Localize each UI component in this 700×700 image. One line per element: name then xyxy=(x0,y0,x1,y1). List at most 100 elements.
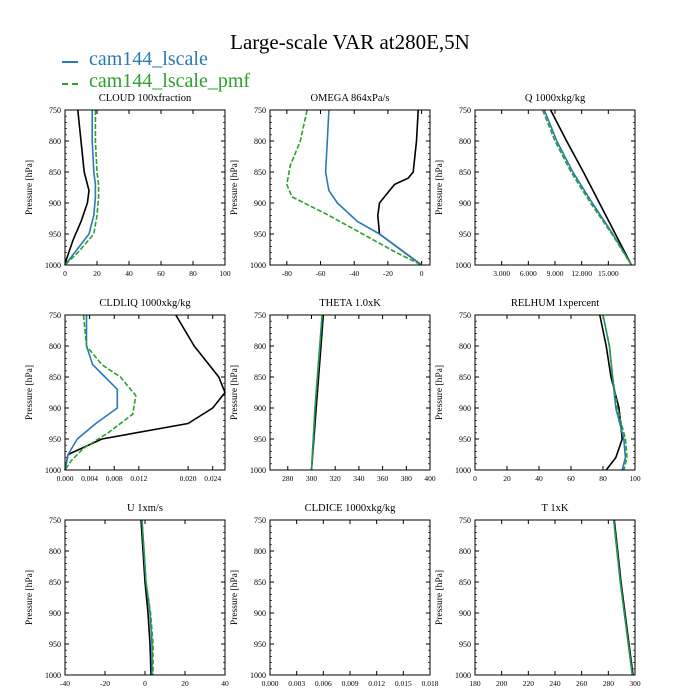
y-tick-label: 950 xyxy=(254,230,266,239)
y-tick-label: 800 xyxy=(254,137,266,146)
x-tick-label: -80 xyxy=(282,269,292,278)
x-tick-label: -20 xyxy=(383,269,393,278)
x-tick-label: 0.004 xyxy=(81,474,98,483)
x-tick-label: 0 xyxy=(143,679,147,688)
x-tick-label: 0.009 xyxy=(342,679,359,688)
y-tick-label: 850 xyxy=(254,578,266,587)
y-tick-label: 750 xyxy=(254,516,266,525)
y-tick-label: 850 xyxy=(254,168,266,177)
panel-title: U 1xm/s xyxy=(127,503,163,514)
y-tick-label: 800 xyxy=(49,547,61,556)
y-tick-label: 850 xyxy=(459,373,471,382)
y-axis-label: Pressure [hPa] xyxy=(230,160,240,215)
y-tick-label: 800 xyxy=(49,137,61,146)
plot-frame xyxy=(474,519,636,676)
y-axis-label: Pressure [hPa] xyxy=(25,160,35,215)
y-tick-label: 900 xyxy=(49,404,61,413)
series-line-cam144_lscale_pmf xyxy=(64,314,137,471)
x-tick-label: 0 xyxy=(63,269,67,278)
y-tick-label: 800 xyxy=(459,137,471,146)
x-tick-label: 200 xyxy=(496,679,508,688)
y-tick-label: 950 xyxy=(459,640,471,649)
plot-frame xyxy=(64,109,226,266)
y-tick-label: 900 xyxy=(459,404,471,413)
series-line-cam144_lscale_pmf xyxy=(602,314,628,471)
x-tick-label: 60 xyxy=(567,474,575,483)
plot-frame xyxy=(269,519,431,676)
x-tick-label: 40 xyxy=(535,474,543,483)
x-tick-label: 180 xyxy=(469,679,481,688)
x-tick-label: 100 xyxy=(219,269,231,278)
y-tick-label: 750 xyxy=(254,311,266,320)
series-line-reference xyxy=(376,109,423,266)
x-tick-label: 40 xyxy=(125,269,133,278)
panel-7: CLDICE 1000xkg/kg Pressure [hPa] 750 800 850… xyxy=(230,503,439,688)
x-tick-label: 0.008 xyxy=(106,474,123,483)
y-tick-label: 850 xyxy=(254,373,266,382)
x-tick-label: 60 xyxy=(157,269,165,278)
y-tick-label: 900 xyxy=(254,609,266,618)
y-tick-label: 1000 xyxy=(250,671,266,680)
panel-title: CLOUD 100xfraction xyxy=(99,93,192,104)
x-tick-label: 0.015 xyxy=(395,679,412,688)
x-tick-label: 260 xyxy=(576,679,588,688)
x-tick-label: 0.003 xyxy=(288,679,305,688)
y-tick-label: 800 xyxy=(254,547,266,556)
y-tick-label: 900 xyxy=(459,609,471,618)
plot-frame xyxy=(64,519,226,676)
x-tick-label: 12.000 xyxy=(571,269,592,278)
series-line-reference xyxy=(64,109,90,266)
x-tick-label: 280 xyxy=(282,474,294,483)
plot-frame xyxy=(269,109,431,266)
y-axis-label: Pressure [hPa] xyxy=(435,160,445,215)
x-tick-label: 240 xyxy=(549,679,561,688)
panel-title: CLDLIQ 1000xkg/kg xyxy=(99,298,191,309)
y-tick-label: 950 xyxy=(254,640,266,649)
y-tick-label: 900 xyxy=(49,199,61,208)
series-line-reference xyxy=(549,109,633,266)
series-line-cam144_lscale_pmf xyxy=(285,109,422,266)
x-tick-label: 20 xyxy=(93,269,101,278)
y-tick-label: 850 xyxy=(459,578,471,587)
series-line-cam144_lscale_pmf xyxy=(64,110,100,266)
y-tick-label: 1000 xyxy=(455,671,471,680)
y-tick-label: 1000 xyxy=(250,261,266,270)
y-tick-label: 850 xyxy=(49,168,61,177)
x-tick-label: 380 xyxy=(401,474,413,483)
y-tick-label: 850 xyxy=(49,373,61,382)
y-tick-label: 900 xyxy=(459,199,471,208)
y-tick-label: 750 xyxy=(459,516,471,525)
x-tick-label: 0.020 xyxy=(180,474,197,483)
x-tick-label: 280 xyxy=(603,679,615,688)
panel-title: OMEGA 864xPa/s xyxy=(310,93,389,104)
y-tick-label: 750 xyxy=(49,516,61,525)
series-line-cam144_lscale xyxy=(64,315,119,471)
legend-label-lscale: cam144_lscale xyxy=(89,48,208,70)
series-line-cam144_lscale xyxy=(324,109,423,266)
panel-title: T 1xK xyxy=(542,503,569,514)
y-tick-label: 800 xyxy=(459,342,471,351)
legend-label-lscale-pmf: cam144_lscale_pmf xyxy=(89,70,251,92)
x-tick-label: 80 xyxy=(599,474,607,483)
panel-3: CLDLIQ 1000xkg/kg Pressure [hPa] 750 800 850… xyxy=(25,298,226,483)
x-tick-label: 80 xyxy=(189,269,197,278)
x-tick-label: 0.000 xyxy=(57,474,74,483)
series-line-cam144_lscale_pmf xyxy=(310,314,323,471)
x-tick-label: 0.012 xyxy=(368,679,385,688)
y-tick-label: 800 xyxy=(254,342,266,351)
x-tick-label: 300 xyxy=(629,679,641,688)
y-tick-label: 900 xyxy=(49,609,61,618)
series-line-cam144_lscale_pmf xyxy=(612,519,634,676)
x-tick-label: -40 xyxy=(349,269,359,278)
x-tick-label: 0 xyxy=(420,269,424,278)
y-tick-label: 750 xyxy=(459,311,471,320)
y-tick-label: 950 xyxy=(254,435,266,444)
panel-4: THETA 1.0xK Pressure [hPa] 750 800 850 900 950… xyxy=(230,298,436,483)
x-tick-label: 100 xyxy=(629,474,641,483)
series-line-reference xyxy=(599,314,624,471)
y-axis-label: Pressure [hPa] xyxy=(25,365,35,420)
y-axis-label: Pressure [hPa] xyxy=(25,570,35,625)
panel-6: U 1xm/s Pressure [hPa] 750 800 850 900 950 1000… xyxy=(25,503,229,688)
series-line-reference xyxy=(64,314,226,471)
